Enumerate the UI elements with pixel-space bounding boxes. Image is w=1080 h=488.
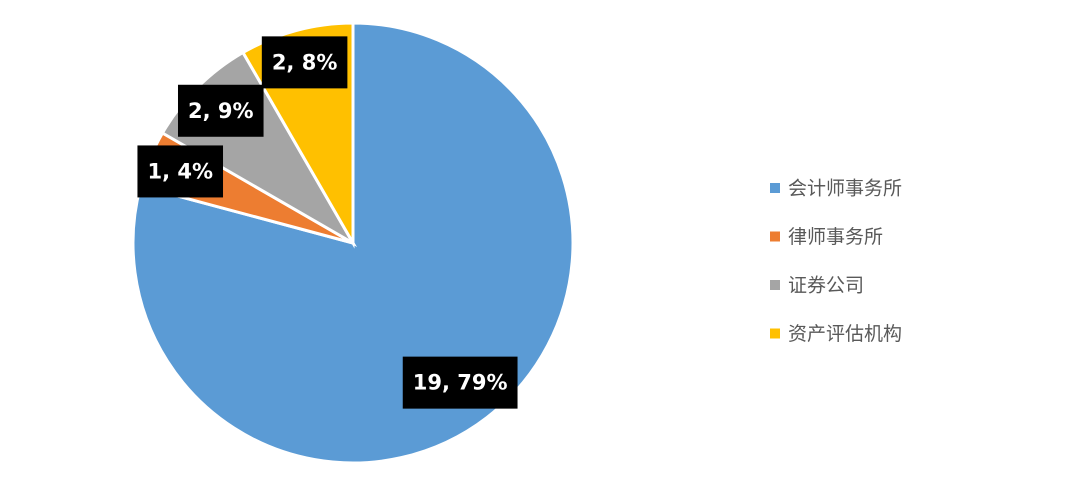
data-label-text: 1, 4% — [147, 159, 213, 183]
legend-label: 律师事务所 — [788, 226, 883, 248]
data-label: 2, 8% — [261, 36, 348, 89]
legend-swatch — [770, 183, 780, 193]
data-label-bg — [261, 36, 348, 89]
data-label-bg — [137, 145, 224, 198]
data-label-bg — [402, 356, 518, 409]
legend-swatch — [770, 231, 780, 242]
legend-label: 证券公司 — [788, 275, 864, 297]
data-label-text: 2, 9% — [188, 99, 254, 123]
data-label: 2, 9% — [177, 84, 264, 137]
legend-label: 会计师事务所 — [788, 178, 902, 200]
legend-label: 资产评估机构 — [788, 323, 902, 345]
legend-swatch — [770, 280, 780, 290]
data-label-text: 19, 79% — [413, 371, 508, 395]
data-label: 19, 79% — [402, 356, 518, 409]
data-label-bg — [177, 84, 264, 137]
data-label-text: 2, 8% — [272, 50, 338, 74]
data-label: 1, 4% — [137, 145, 224, 198]
legend-swatch — [770, 328, 780, 339]
